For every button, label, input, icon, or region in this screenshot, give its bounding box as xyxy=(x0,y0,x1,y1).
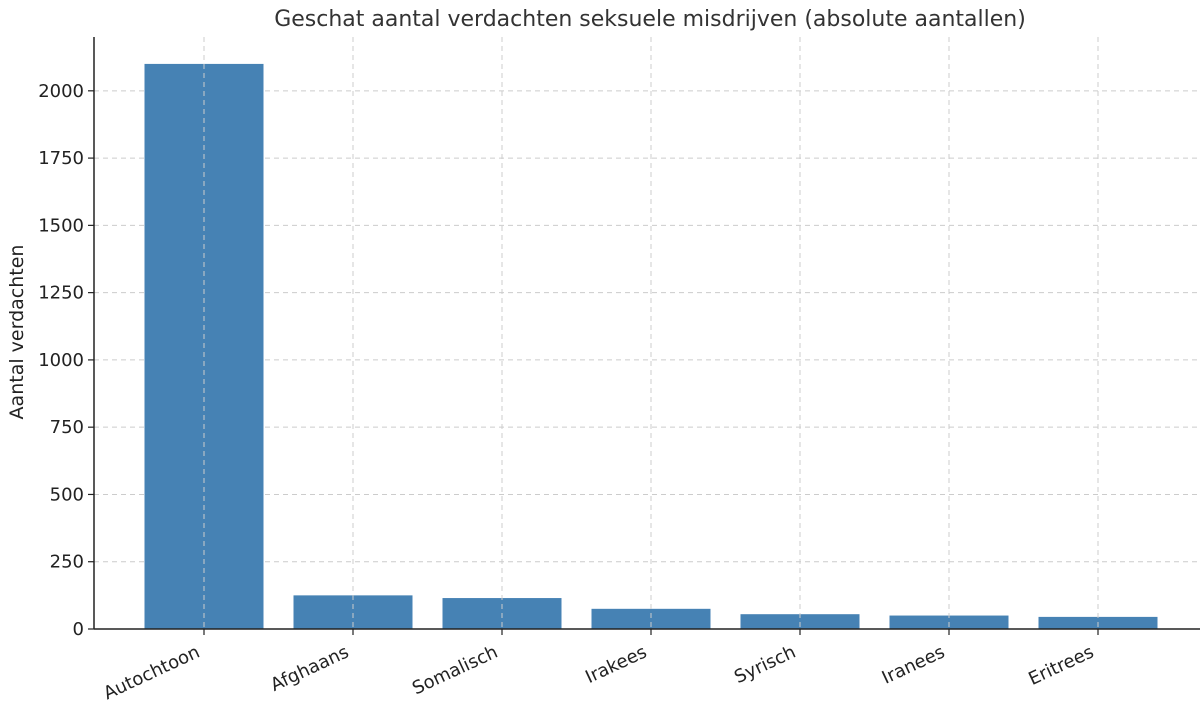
x-tick-label: Irakees xyxy=(582,641,650,688)
x-tick-label: Autochtoon xyxy=(100,641,203,704)
grid-lines xyxy=(94,90,1200,563)
x-tick-label: Afghaans xyxy=(267,641,352,695)
y-axis-label: Aantal verdachten xyxy=(6,245,28,420)
axes xyxy=(93,37,1200,630)
x-tick-label: Eritrees xyxy=(1025,641,1097,689)
chart-title: Geschat aantal verdachten seksuele misdr… xyxy=(274,7,1026,32)
y-tick-labels: 0 250 500 750 1000 1250 1500 1750 2000 xyxy=(38,81,94,640)
y-tick-label: 2000 xyxy=(38,81,84,102)
x-tick-label: Somalisch xyxy=(409,641,501,699)
x-tick-label: Iranees xyxy=(879,641,948,688)
bars xyxy=(144,37,1158,629)
bar-irakees xyxy=(591,608,711,629)
y-tick-label: 250 xyxy=(50,552,84,573)
bar-syrisch xyxy=(740,614,860,629)
y-tick-label: 1250 xyxy=(38,283,84,304)
y-tick-label: 1750 xyxy=(38,148,84,169)
x-tick-labels: Autochtoon Afghaans Somalisch Irakees Syrisc… xyxy=(100,629,1099,704)
y-tick-label: 0 xyxy=(73,619,84,640)
y-tick-label: 750 xyxy=(50,417,84,438)
y-tick-label: 500 xyxy=(50,484,84,505)
x-tick-label: Syrisch xyxy=(731,641,799,688)
y-tick-label: 1500 xyxy=(38,215,84,236)
y-tick-label: 1000 xyxy=(38,350,84,371)
